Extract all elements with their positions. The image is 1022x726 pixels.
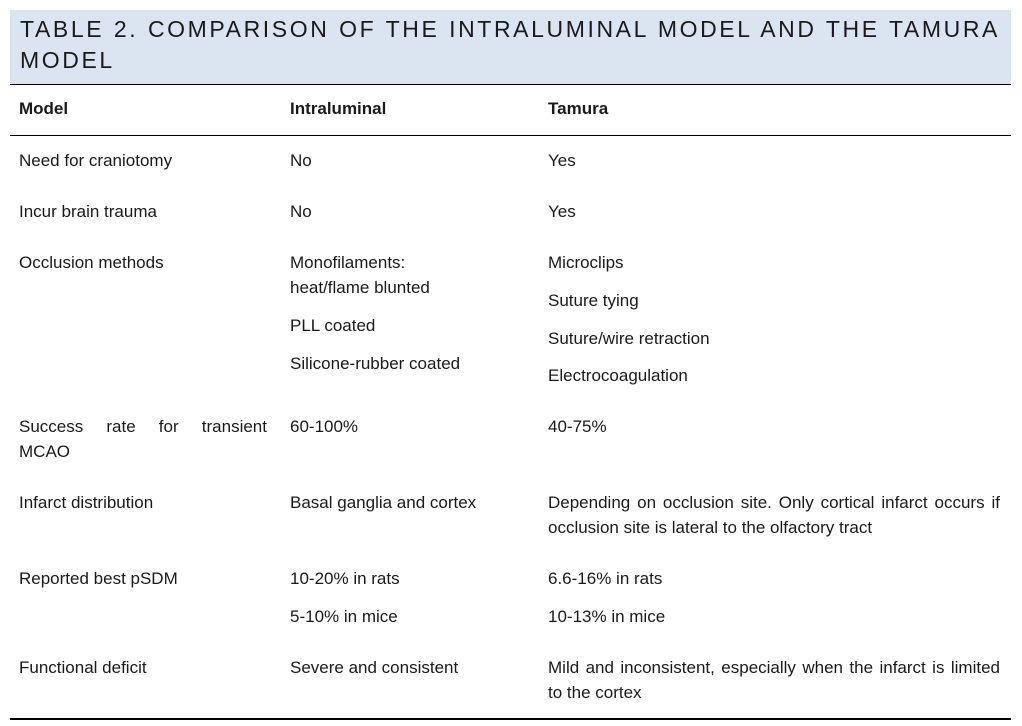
header-tamura: Tamura bbox=[548, 99, 609, 118]
row-label: Occlusion methods bbox=[19, 253, 164, 272]
tamura-cell: 40-75% bbox=[548, 417, 607, 436]
intraluminal-cell: heat/flame blunted bbox=[290, 278, 430, 297]
tamura-cell: Suture/wire retraction bbox=[548, 329, 710, 348]
intraluminal-cell: 5-10% in mice bbox=[290, 607, 398, 626]
table-top-rule bbox=[10, 84, 1011, 85]
tamura-cell: Suture tying bbox=[548, 291, 639, 310]
header-intraluminal: Intraluminal bbox=[290, 99, 387, 118]
intraluminal-cell: 10-20% in rats bbox=[290, 569, 400, 588]
row-label: Incur brain trauma bbox=[19, 202, 157, 221]
tamura-cell: Depending on occlusion site. Only cortic… bbox=[548, 493, 1000, 537]
intraluminal-cell: No bbox=[290, 151, 312, 170]
table-bottom-rule bbox=[10, 718, 1011, 720]
table-title: TABLE 2. COMPARISON OF THE INTRALUMINAL … bbox=[20, 16, 1000, 73]
tamura-cell: Mild and inconsistent, especially when t… bbox=[548, 658, 1000, 702]
intraluminal-cell: PLL coated bbox=[290, 316, 376, 335]
table-header-rule bbox=[10, 135, 1011, 136]
tamura-cell: Microclips bbox=[548, 253, 624, 272]
row-label: Reported best pSDM bbox=[19, 569, 178, 588]
intraluminal-cell: Monofilaments: bbox=[290, 253, 406, 272]
row-label: Infarct distribution bbox=[19, 493, 154, 512]
tamura-cell: Yes bbox=[548, 151, 576, 170]
tamura-cell: Yes bbox=[548, 202, 576, 221]
intraluminal-cell: No bbox=[290, 202, 312, 221]
tamura-cell: 6.6-16% in rats bbox=[548, 569, 663, 588]
row-label: Functional deficit bbox=[19, 658, 147, 677]
intraluminal-cell: Severe and consistent bbox=[290, 658, 459, 677]
row-label: Success rate for transient MCAO bbox=[19, 417, 267, 461]
intraluminal-cell: Silicone-rubber coated bbox=[290, 354, 461, 373]
table-caption-bar: TABLE 2. COMPARISON OF THE INTRALUMINAL … bbox=[10, 10, 1011, 84]
intraluminal-cell: 60-100% bbox=[290, 417, 359, 436]
tamura-cell: Electrocoagulation bbox=[548, 366, 688, 385]
intraluminal-cell: Basal ganglia and cortex bbox=[290, 493, 477, 512]
row-label: Need for craniotomy bbox=[19, 151, 173, 170]
tamura-cell: 10-13% in mice bbox=[548, 607, 666, 626]
header-model: Model bbox=[19, 99, 69, 118]
